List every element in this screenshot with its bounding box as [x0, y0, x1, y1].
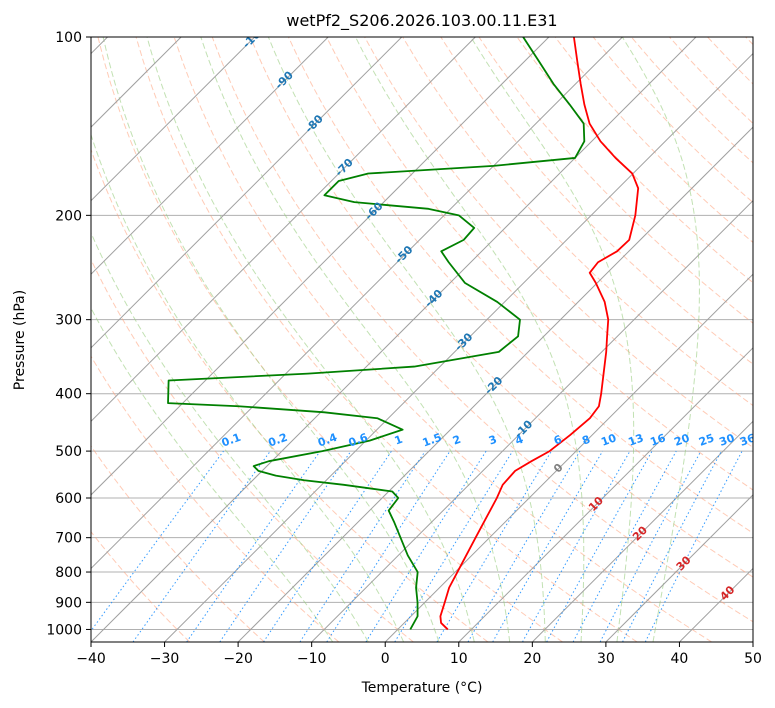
mixing-ratio-line: [299, 450, 426, 642]
y-tick-label: 700: [55, 531, 82, 547]
mixing-ratio-label: 0.6: [347, 431, 370, 450]
isotherm-line: [237, 126, 753, 642]
isotherm-line: [384, 273, 753, 642]
y-tick-label: 100: [55, 30, 82, 46]
mixing-ratio-label: 25: [697, 431, 716, 448]
y-tick-label: 300: [55, 313, 82, 329]
mixing-ratio-line: [186, 450, 321, 642]
isotherms: [91, 37, 753, 642]
moist-adiabat-line: [267, 37, 546, 642]
grid-lines: [91, 37, 753, 630]
y-tick-label: 200: [55, 208, 82, 224]
dry-adiabat-line: [91, 355, 340, 642]
isotherm-line: [91, 37, 256, 202]
dry-adiabat-line: [326, 37, 753, 491]
y-tick-label: 1000: [46, 622, 82, 638]
y-axis-label: Pressure (hPa): [12, 290, 28, 390]
y-tick-label: 900: [55, 595, 82, 611]
moist-adiabat-line: [91, 231, 369, 642]
x-tick-label: −30: [150, 651, 180, 667]
mixing-ratio-line: [91, 450, 224, 632]
dry-adiabat-line: [91, 445, 265, 642]
isotherm-line: [91, 37, 623, 570]
dry-adiabat-line: [91, 531, 191, 642]
mixing-ratio-line: [263, 450, 392, 642]
mixing-ratio-label: 1: [393, 433, 405, 448]
x-axis-label: Temperature (°C): [361, 680, 483, 696]
mixing-ratio-line: [326, 450, 451, 642]
isotherm-line: [311, 199, 753, 642]
x-tick-label: −20: [223, 651, 253, 667]
x-tick-label: 30: [597, 651, 615, 667]
temperature-profile-line: [439, 37, 640, 631]
x-tick-label: −40: [76, 651, 106, 667]
mixing-ratio-label: 10: [599, 431, 618, 449]
mixing-ratio-line: [394, 450, 514, 642]
mixing-ratio-line: [132, 450, 271, 642]
dry-adiabat-line: [97, 37, 563, 642]
dry-adiabat-line: [516, 37, 753, 284]
isotherm-line: [91, 37, 697, 642]
sounding-series: [167, 37, 640, 631]
mixing-ratio-line: [219, 450, 352, 642]
mixing-ratio-label: 0.4: [316, 431, 339, 450]
dry-adiabat-line: [211, 37, 753, 623]
mixing-ratio-label: 30: [718, 431, 737, 449]
moist-adiabat-line: [91, 133, 405, 642]
dry-adiabat-line: [91, 148, 489, 642]
y-tick-label: 400: [55, 387, 82, 403]
x-tick-label: −10: [297, 651, 327, 667]
mixing-ratio-label: 36: [738, 431, 757, 449]
y-axis-ticks: 100 200 300 400 500 600 700 800 900 1000: [46, 30, 91, 638]
isotherm-line: [91, 37, 403, 349]
isotherm-line: [605, 494, 753, 642]
x-tick-label: 50: [744, 651, 762, 667]
dewpoint-profile-line: [167, 37, 586, 630]
mixing-ratio-label: 20: [673, 431, 692, 449]
moist-adiabat-line: [200, 37, 511, 642]
dry-adiabat-line: [135, 37, 638, 642]
x-tick-label: 0: [381, 651, 390, 667]
x-axis-ticks: −40 −30 −20 −10 0 10 20 30 40 50: [76, 642, 762, 667]
mixing-ratio-label: 3: [487, 433, 499, 448]
moist-adiabat-line: [621, 37, 700, 642]
isotherm-line: [531, 420, 753, 642]
mixing-ratio-label: 2: [451, 433, 463, 448]
x-tick-label: 20: [523, 651, 541, 667]
dry-adiabat-line: [249, 37, 753, 578]
isotherm-line: [164, 52, 753, 642]
mixing-ratio-label: 1.5: [421, 431, 444, 450]
y-tick-label: 500: [55, 444, 82, 460]
mixing-ratio-line: [546, 450, 653, 642]
dry-adiabat-line: [402, 37, 753, 407]
mixing-ratio-label: 16: [649, 431, 668, 449]
mixing-ratio-line: [644, 450, 743, 642]
mixing-ratio-label: 6: [552, 433, 564, 448]
mixing-ratio-label: 4: [513, 433, 525, 448]
dry-adiabat-line: [440, 37, 753, 365]
plot-frame: [90, 36, 754, 643]
mixing-ratio-lines: [91, 450, 743, 642]
isotherm-line: [91, 37, 476, 423]
y-tick-label: 600: [55, 491, 82, 507]
plot-area: -100-90-80-70-60-50-40-30-20-10010203040…: [91, 37, 757, 642]
moist-adiabat-line: [355, 37, 585, 642]
isotherm-line: [91, 37, 550, 496]
isotherm-line: [458, 347, 753, 642]
x-tick-label: 10: [450, 651, 468, 667]
mixing-ratio-label: 13: [627, 431, 646, 448]
mixing-ratio-line: [572, 450, 677, 642]
mixing-ratio-label: 0.1: [220, 431, 243, 450]
chart-title: wetPf2_S206.2026.103.00.11.E31: [286, 11, 557, 31]
moist-adiabat-line: [146, 37, 475, 642]
y-tick-label: 800: [55, 565, 82, 581]
mixing-ratio-label: 8: [580, 433, 592, 448]
x-tick-label: 40: [671, 651, 689, 667]
isotherm-line: [91, 37, 329, 275]
mixing-ratio-label: 0.2: [266, 431, 289, 450]
mixing-ratio-line: [522, 450, 631, 642]
